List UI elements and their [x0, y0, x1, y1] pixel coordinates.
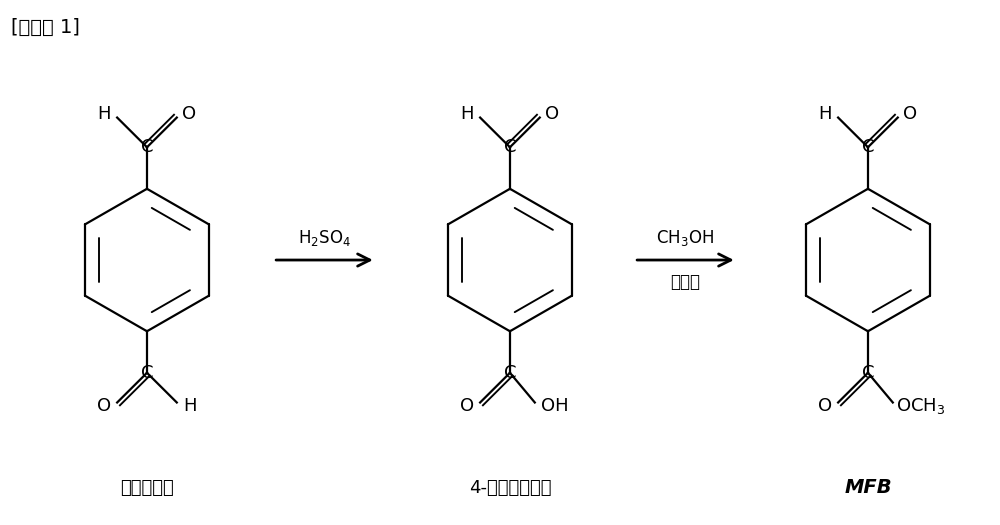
Text: H: H	[460, 104, 474, 123]
Text: C: C	[141, 364, 153, 382]
Text: OCH$_3$: OCH$_3$	[896, 396, 945, 416]
Text: H$_2$SO$_4$: H$_2$SO$_4$	[298, 228, 351, 248]
Text: MFB: MFB	[844, 478, 892, 497]
Text: O: O	[818, 397, 832, 415]
Text: [反应式 1]: [反应式 1]	[11, 18, 80, 37]
Text: C: C	[504, 138, 516, 156]
Text: 催化剂: 催化剂	[670, 273, 700, 291]
Text: 对苯二甲醛: 对苯二甲醛	[120, 479, 174, 497]
Text: CH$_3$OH: CH$_3$OH	[656, 228, 715, 248]
Text: C: C	[504, 364, 516, 382]
Text: O: O	[460, 397, 474, 415]
Text: H: H	[818, 104, 832, 123]
Text: O: O	[97, 397, 111, 415]
Text: O: O	[545, 104, 559, 123]
Text: H: H	[97, 104, 111, 123]
Text: 4-甲酰基苯甲酸: 4-甲酰基苯甲酸	[469, 479, 551, 497]
Text: O: O	[182, 104, 196, 123]
Text: C: C	[141, 138, 153, 156]
Text: C: C	[862, 138, 874, 156]
Text: C: C	[862, 364, 874, 382]
Text: H: H	[183, 397, 196, 415]
Text: O: O	[903, 104, 917, 123]
Text: OH: OH	[541, 397, 569, 415]
